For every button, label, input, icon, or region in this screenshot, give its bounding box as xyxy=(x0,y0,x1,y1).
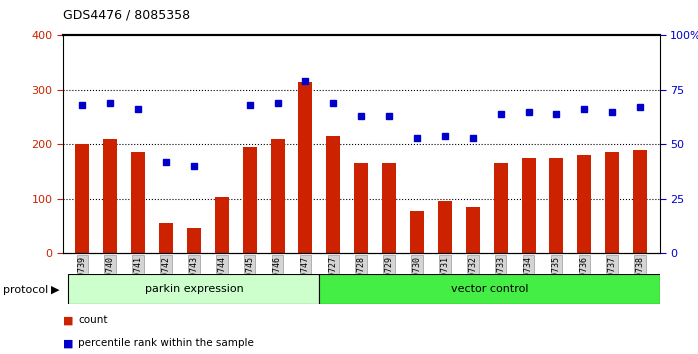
Text: ■: ■ xyxy=(63,338,73,348)
Bar xyxy=(466,207,480,253)
Bar xyxy=(68,274,320,304)
Bar xyxy=(521,158,535,253)
Text: ▶: ▶ xyxy=(51,285,59,295)
Text: ■: ■ xyxy=(63,315,73,325)
Bar xyxy=(605,153,619,253)
Bar xyxy=(382,163,396,253)
Bar xyxy=(243,147,257,253)
Bar xyxy=(215,197,229,253)
Bar xyxy=(320,274,660,304)
Bar xyxy=(493,163,507,253)
Bar xyxy=(75,144,89,253)
Text: count: count xyxy=(78,315,107,325)
Text: percentile rank within the sample: percentile rank within the sample xyxy=(78,338,254,348)
Bar xyxy=(299,82,313,253)
Bar xyxy=(103,139,117,253)
Text: GDS4476 / 8085358: GDS4476 / 8085358 xyxy=(63,9,190,22)
Text: vector control: vector control xyxy=(451,284,528,295)
Bar xyxy=(633,150,647,253)
Bar xyxy=(187,228,201,253)
Bar xyxy=(355,163,368,253)
Bar xyxy=(271,139,285,253)
Bar xyxy=(327,136,341,253)
Text: protocol: protocol xyxy=(3,285,49,295)
Bar xyxy=(159,223,173,253)
Bar xyxy=(577,155,591,253)
Bar xyxy=(410,211,424,253)
Bar xyxy=(438,201,452,253)
Text: parkin expression: parkin expression xyxy=(144,284,244,295)
Bar xyxy=(549,158,563,253)
Bar xyxy=(131,153,145,253)
